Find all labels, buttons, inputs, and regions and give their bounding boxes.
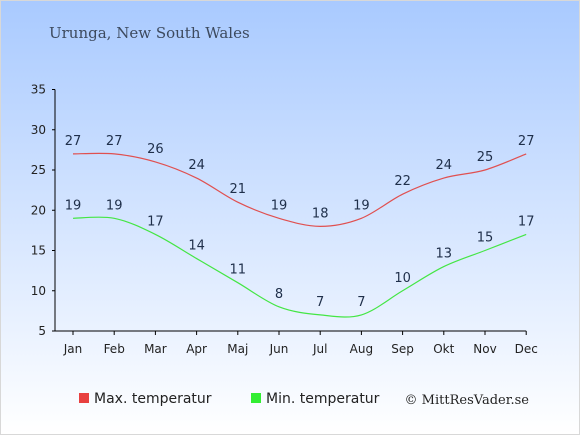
x-tick-label: Jul [312,342,327,356]
plot-group: 27 27 26 24 21 19 18 19 22 24 25 27 19 19 17 14 11 8 7 7 10 1… [65,134,535,318]
min-temp-data-label: 10 [394,271,411,286]
y-tick-label: 35 [31,83,46,97]
min-temp-data-label: 17 [147,214,164,229]
y-tick-label: 20 [31,203,46,217]
min-temp-data-label: 14 [188,239,205,254]
axes-group: 5 10 15 20 25 30 35 Jan Feb Mar Apr Maj Jun Jul Aug Sep… [31,83,538,357]
y-tick-label: 30 [31,123,46,137]
max-temp-data-label: 26 [147,142,164,157]
min-temp-data-label: 15 [477,231,494,246]
x-tick-label: Nov [473,342,496,356]
credit-text: © MittResVader.se [405,393,530,408]
y-tick-label: 10 [31,284,46,298]
min-temp-data-label: 19 [65,198,82,213]
y-tick-label: 5 [38,324,46,338]
max-temp-data-label: 25 [477,150,494,165]
x-tick-label: Okt [433,342,454,356]
y-tick-label: 15 [31,244,46,258]
max-temp-data-label: 27 [65,134,82,149]
legend: Max. temperatur Min. temperatur [79,391,380,407]
max-temp-data-label: 21 [230,182,247,197]
max-temp-data-label: 27 [106,134,123,149]
x-tick-label: Sep [391,342,414,356]
min-temp-data-label: 7 [316,295,324,310]
max-temp-data-label: 22 [394,174,411,189]
min-temp-data-label: 19 [106,198,123,213]
max-temp-data-label: 27 [518,134,535,149]
max-temp-data-label: 19 [353,198,370,213]
min-temp-data-label: 11 [230,263,247,278]
max-temp-line [72,152,527,227]
min-temp-legend-label: Min. temperatur [266,391,380,407]
x-tick-label: Jan [63,342,83,356]
max-temp-data-label: 19 [271,198,288,213]
min-temp-data-label: 8 [275,287,283,302]
x-tick-label: Mar [144,342,167,356]
max-temp-data-label: 24 [436,158,453,173]
min-temp-legend-swatch [251,393,261,403]
x-tick-label: Aug [350,342,373,356]
max-temp-legend-swatch [79,393,89,403]
min-temp-data-label: 7 [357,295,365,310]
min-temp-data-label: 17 [518,214,535,229]
max-temp-data-label: 18 [312,206,329,221]
x-tick-label: Jun [269,342,289,356]
min-temp-data-label: 13 [436,247,453,262]
min-temp-line [72,216,527,318]
y-tick-label: 25 [31,163,46,177]
max-temp-legend-label: Max. temperatur [94,391,212,407]
x-tick-label: Apr [186,342,207,356]
x-tick-label: Dec [515,342,538,356]
x-tick-label: Feb [104,342,125,356]
chart-title: Urunga, New South Wales [49,24,250,42]
x-tick-label: Maj [227,342,248,356]
max-temp-data-label: 24 [188,158,205,173]
